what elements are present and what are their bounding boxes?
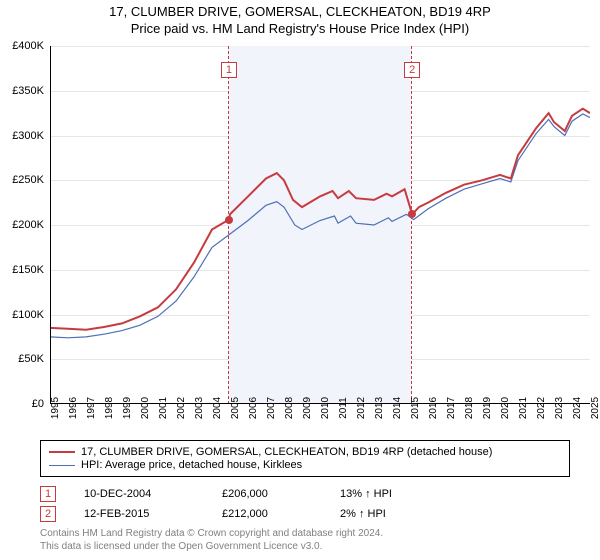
x-tick-label: 2014: [392, 397, 403, 419]
x-tick-label: 2025: [590, 397, 600, 419]
title-block: 17, CLUMBER DRIVE, GOMERSAL, CLECKHEATON…: [0, 0, 600, 38]
x-tick-label: 2023: [554, 397, 565, 419]
sale-hpi: 2% ↑ HPI: [340, 508, 430, 520]
y-tick-label: £250K: [12, 174, 44, 186]
y-tick-label: £100K: [12, 309, 44, 321]
x-tick-label: 2021: [518, 397, 529, 419]
y-tick-label: £0: [32, 398, 44, 410]
x-tick-label: 2015: [410, 397, 421, 419]
sale-records: 1 10-DEC-2004 £206,000 13% ↑ HPI 2 12-FE…: [40, 484, 570, 524]
plot-border: [50, 46, 590, 404]
legend-label-subject: 17, CLUMBER DRIVE, GOMERSAL, CLECKHEATON…: [81, 446, 492, 458]
sale-date: 12-FEB-2015: [84, 508, 194, 520]
x-tick-label: 2009: [302, 397, 313, 419]
sale-date: 10-DEC-2004: [84, 488, 194, 500]
x-tick-label: 2008: [284, 397, 295, 419]
footer-line-1: Contains HM Land Registry data © Crown c…: [40, 528, 570, 541]
sale-record-1: 1 10-DEC-2004 £206,000 13% ↑ HPI: [40, 484, 570, 504]
footer-attribution: Contains HM Land Registry data © Crown c…: [40, 528, 570, 553]
x-tick-label: 2022: [536, 397, 547, 419]
footer-line-2: This data is licensed under the Open Gov…: [40, 541, 570, 554]
x-tick-label: 2016: [428, 397, 439, 419]
x-tick-label: 2004: [212, 397, 223, 419]
x-tick-label: 2019: [482, 397, 493, 419]
chart-area: 12 £0£50K£100K£150K£200K£250K£300K£350K£…: [50, 46, 590, 404]
x-tick-label: 1995: [50, 397, 61, 419]
x-tick-label: 2005: [230, 397, 241, 419]
x-tick-label: 2001: [158, 397, 169, 419]
y-tick-label: £150K: [12, 264, 44, 276]
legend-swatch-subject: [49, 451, 75, 453]
x-tick-label: 1998: [104, 397, 115, 419]
y-tick-label: £350K: [12, 85, 44, 97]
legend-swatch-hpi: [49, 465, 75, 466]
legend-row: 17, CLUMBER DRIVE, GOMERSAL, CLECKHEATON…: [49, 446, 561, 458]
sale-record-2: 2 12-FEB-2015 £212,000 2% ↑ HPI: [40, 504, 570, 524]
y-tick-label: £200K: [12, 219, 44, 231]
y-tick-label: £400K: [12, 40, 44, 52]
title-line-2: Price paid vs. HM Land Registry's House …: [0, 21, 600, 38]
title-line-1: 17, CLUMBER DRIVE, GOMERSAL, CLECKHEATON…: [0, 4, 600, 21]
x-tick-label: 1996: [68, 397, 79, 419]
y-tick-label: £300K: [12, 130, 44, 142]
x-tick-label: 2010: [320, 397, 331, 419]
x-tick-label: 2011: [338, 397, 349, 419]
x-tick-label: 2003: [194, 397, 205, 419]
legend-row: HPI: Average price, detached house, Kirk…: [49, 459, 561, 471]
x-tick-label: 2013: [374, 397, 385, 419]
sale-marker-1-icon: 1: [40, 486, 56, 502]
x-tick-label: 2002: [176, 397, 187, 419]
x-tick-label: 2006: [248, 397, 259, 419]
x-tick-label: 1997: [86, 397, 97, 419]
sale-hpi: 13% ↑ HPI: [340, 488, 430, 500]
sale-marker-2-icon: 2: [40, 506, 56, 522]
x-tick-label: 2024: [572, 397, 583, 419]
x-tick-label: 2012: [356, 397, 367, 419]
chart-container: 17, CLUMBER DRIVE, GOMERSAL, CLECKHEATON…: [0, 0, 600, 560]
y-tick-label: £50K: [18, 353, 44, 365]
x-tick-label: 2007: [266, 397, 277, 419]
x-tick-label: 2020: [500, 397, 511, 419]
x-tick-label: 2000: [140, 397, 151, 419]
legend: 17, CLUMBER DRIVE, GOMERSAL, CLECKHEATON…: [40, 440, 570, 477]
legend-label-hpi: HPI: Average price, detached house, Kirk…: [81, 459, 302, 471]
sale-price: £212,000: [222, 508, 312, 520]
x-tick-label: 2018: [464, 397, 475, 419]
x-tick-label: 2017: [446, 397, 457, 419]
x-tick-label: 1999: [122, 397, 133, 419]
sale-price: £206,000: [222, 488, 312, 500]
